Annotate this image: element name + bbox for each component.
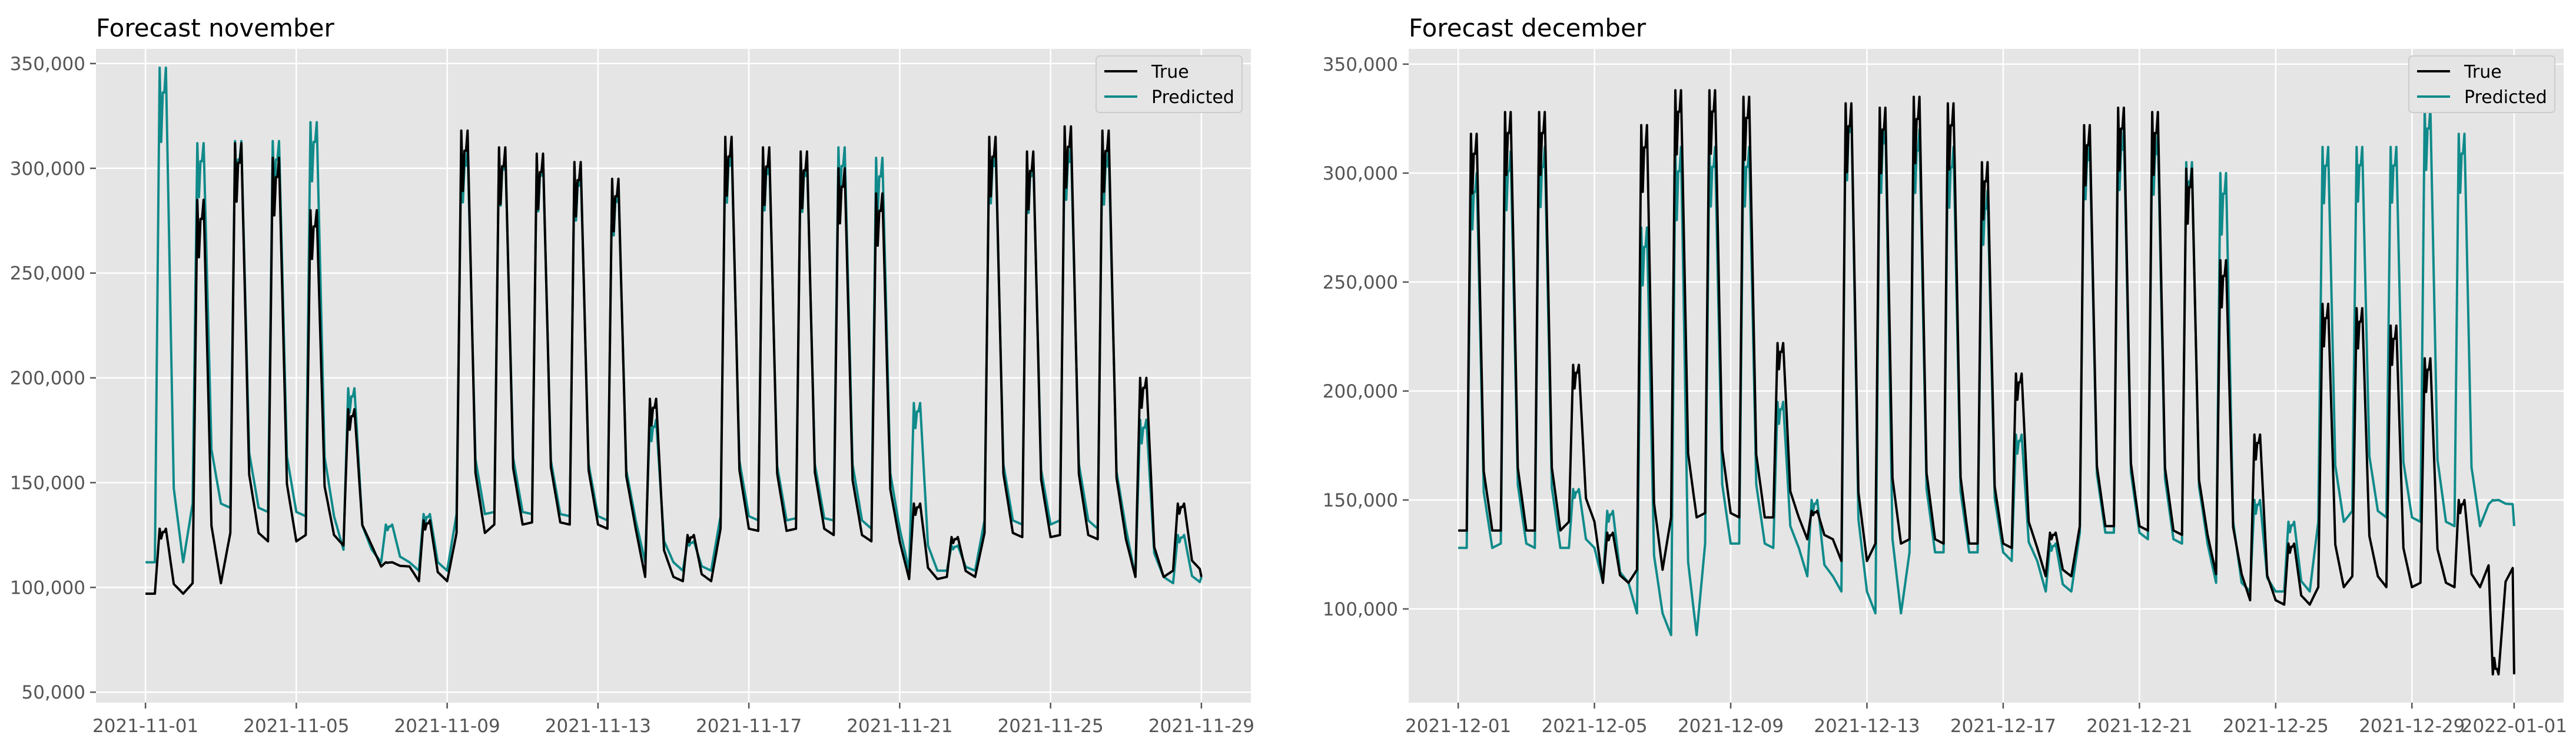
legend-december: True Predicted — [2408, 55, 2555, 113]
y-tick-label-december: 300,000 — [1323, 163, 1398, 184]
legend-label-predicted-december: Predicted — [2464, 87, 2547, 108]
y-tick-label-november: 150,000 — [10, 472, 85, 494]
x-axis-november: 2021-11-01 2021-11-05 2021-11-09 2021-11-13… — [92, 703, 1254, 737]
x-tick-label-november: 2021-11-09 — [394, 716, 500, 737]
y-tick-label-december: 350,000 — [1323, 54, 1398, 75]
legend-label-true-december: True — [2464, 62, 2502, 82]
x-tick-label-december: 2021-12-01 — [1405, 716, 1511, 737]
y-tick-label-november: 250,000 — [10, 263, 85, 284]
y-tick-label-november: 350,000 — [10, 54, 85, 75]
x-tick-label-december: 2021-12-21 — [2086, 716, 2192, 737]
legend-label-true-november: True — [1151, 62, 1189, 82]
x-tick-label-december: 2021-12-13 — [1814, 716, 1920, 737]
legend-november: True Predicted — [1096, 55, 1243, 113]
y-tick-label-november: 200,000 — [10, 368, 85, 389]
chart-title-november: Forecast november — [96, 14, 334, 42]
plot-area-november — [96, 49, 1251, 703]
y-tick-label-december: 150,000 — [1323, 490, 1398, 511]
x-tick-label-december: 2021-12-29 — [2359, 716, 2465, 737]
x-tick-label-november: 2021-11-29 — [1148, 716, 1254, 737]
y-tick-label-december: 100,000 — [1323, 599, 1398, 620]
x-tick-label-november: 2021-11-01 — [92, 716, 198, 737]
x-tick-label-december: 2021-12-09 — [1678, 716, 1784, 737]
x-tick-label-december: 2021-12-17 — [1950, 716, 2056, 737]
series-line-true-november — [145, 125, 1203, 595]
chart-november: Forecast november 50,000 100,000 150,000 20… — [10, 14, 1254, 737]
chart-december: Forecast december 100,000 150,000 200,000 2… — [1323, 14, 2567, 737]
y-axis-december: 100,000 150,000 200,000 250,000 300,000 350,0… — [1323, 54, 1409, 620]
series-line-true-december — [1458, 89, 2515, 676]
x-tick-label-november: 2021-11-25 — [998, 716, 1104, 737]
x-tick-label-december: 2021-12-25 — [2223, 716, 2329, 737]
x-tick-label-december: 2021-12-05 — [1541, 716, 1647, 737]
y-axis-november: 50,000 100,000 150,000 200,000 250,000 300,00… — [10, 54, 96, 703]
legend-label-predicted-november: Predicted — [1151, 87, 1234, 108]
y-tick-label-november: 300,000 — [10, 158, 85, 180]
y-tick-label-december: 250,000 — [1323, 272, 1398, 293]
y-tick-label-november: 50,000 — [22, 682, 85, 703]
x-axis-december: 2021-12-01 2021-12-05 2021-12-09 2021-12-13… — [1405, 703, 2567, 737]
series-line-predicted-december — [1458, 106, 2515, 637]
chart-title-december: Forecast december — [1409, 14, 1646, 42]
x-tick-label-november: 2021-11-17 — [696, 716, 802, 737]
y-tick-label-november: 100,000 — [10, 577, 85, 598]
plot-area-december — [1409, 49, 2564, 703]
x-tick-label-december: 2022-01-01 — [2461, 716, 2567, 737]
x-tick-label-november: 2021-11-21 — [847, 716, 952, 737]
x-tick-label-november: 2021-11-13 — [545, 716, 651, 737]
x-tick-label-november: 2021-11-05 — [243, 716, 349, 737]
y-tick-label-december: 200,000 — [1323, 381, 1398, 402]
